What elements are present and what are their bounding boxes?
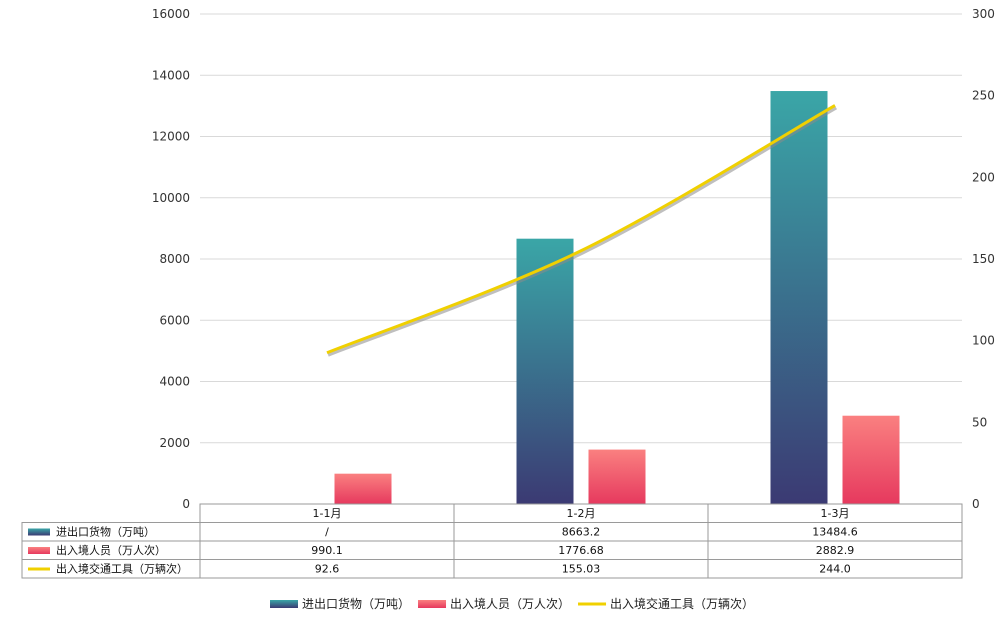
table-cell: 13484.6 — [812, 526, 858, 539]
right-tick-label: 200 — [972, 170, 995, 184]
x-tick-label: 1-2月 — [567, 507, 596, 520]
right-tick-label: 0 — [972, 497, 980, 511]
left-tick-label: 8000 — [159, 252, 190, 266]
bar-people-1 — [334, 473, 392, 504]
table-series-swatch — [28, 547, 50, 554]
right-axis: 0 50 100 150 200 250 300 — [972, 7, 995, 511]
x-tick-label: 1-1月 — [313, 507, 342, 520]
table-cell: 244.0 — [819, 563, 851, 576]
left-tick-label: 0 — [182, 497, 190, 511]
gridlines — [200, 13, 962, 505]
bar-people-3 — [842, 415, 900, 504]
table-cell: 92.6 — [315, 563, 340, 576]
bar-cargo-3 — [770, 91, 828, 505]
left-tick-label: 4000 — [159, 375, 190, 389]
legend: 进出口货物（万吨） 出入境人员（万人次） 出入境交通工具（万辆次） — [270, 596, 754, 611]
table-series-swatch — [28, 528, 50, 536]
legend-label-2: 出入境人员（万人次） — [450, 596, 570, 611]
right-tick-label: 300 — [972, 7, 995, 21]
line-series — [326, 104, 837, 357]
table-cell: 1776.68 — [558, 544, 604, 557]
legend-label-3: 出入境交通工具（万辆次） — [610, 596, 754, 611]
table-series-name: 出入境人员（万人次） — [56, 543, 166, 557]
line-vehicles — [326, 104, 836, 355]
left-tick-label: 6000 — [159, 313, 190, 327]
table-cell: 990.1 — [311, 544, 343, 557]
x-tick-label: 1-3月 — [821, 507, 850, 520]
legend-label-1: 进出口货物（万吨） — [302, 596, 410, 611]
left-tick-label: 12000 — [152, 130, 190, 144]
table-series-swatch — [28, 567, 50, 571]
table-cell: 2882.9 — [816, 544, 855, 557]
legend-swatch-1 — [270, 600, 298, 608]
right-tick-label: 50 — [972, 415, 987, 429]
legend-swatch-2 — [418, 600, 447, 608]
left-tick-label: 2000 — [159, 436, 190, 450]
table-cell: / — [325, 526, 329, 539]
right-tick-label: 150 — [972, 252, 995, 266]
bar-cargo-2 — [516, 238, 574, 504]
line-shadow — [327, 105, 837, 357]
table-series-name: 出入境交通工具（万辆次） — [56, 562, 188, 576]
left-tick-label: 10000 — [152, 191, 190, 205]
bars — [334, 91, 900, 505]
right-tick-label: 250 — [972, 89, 995, 103]
legend-swatch-3 — [578, 602, 607, 606]
table-series-name: 进出口货物（万吨） — [56, 525, 155, 539]
left-tick-label: 16000 — [152, 7, 190, 21]
left-axis: 0 2000 4000 6000 8000 10000 12000 14000 16000 — [152, 7, 190, 511]
right-tick-label: 100 — [972, 334, 995, 348]
table-cell: 8663.2 — [562, 526, 601, 539]
bar-people-2 — [588, 449, 646, 504]
table-cell: 155.03 — [562, 563, 601, 576]
table-border — [21, 522, 963, 579]
left-tick-label: 14000 — [152, 68, 190, 82]
